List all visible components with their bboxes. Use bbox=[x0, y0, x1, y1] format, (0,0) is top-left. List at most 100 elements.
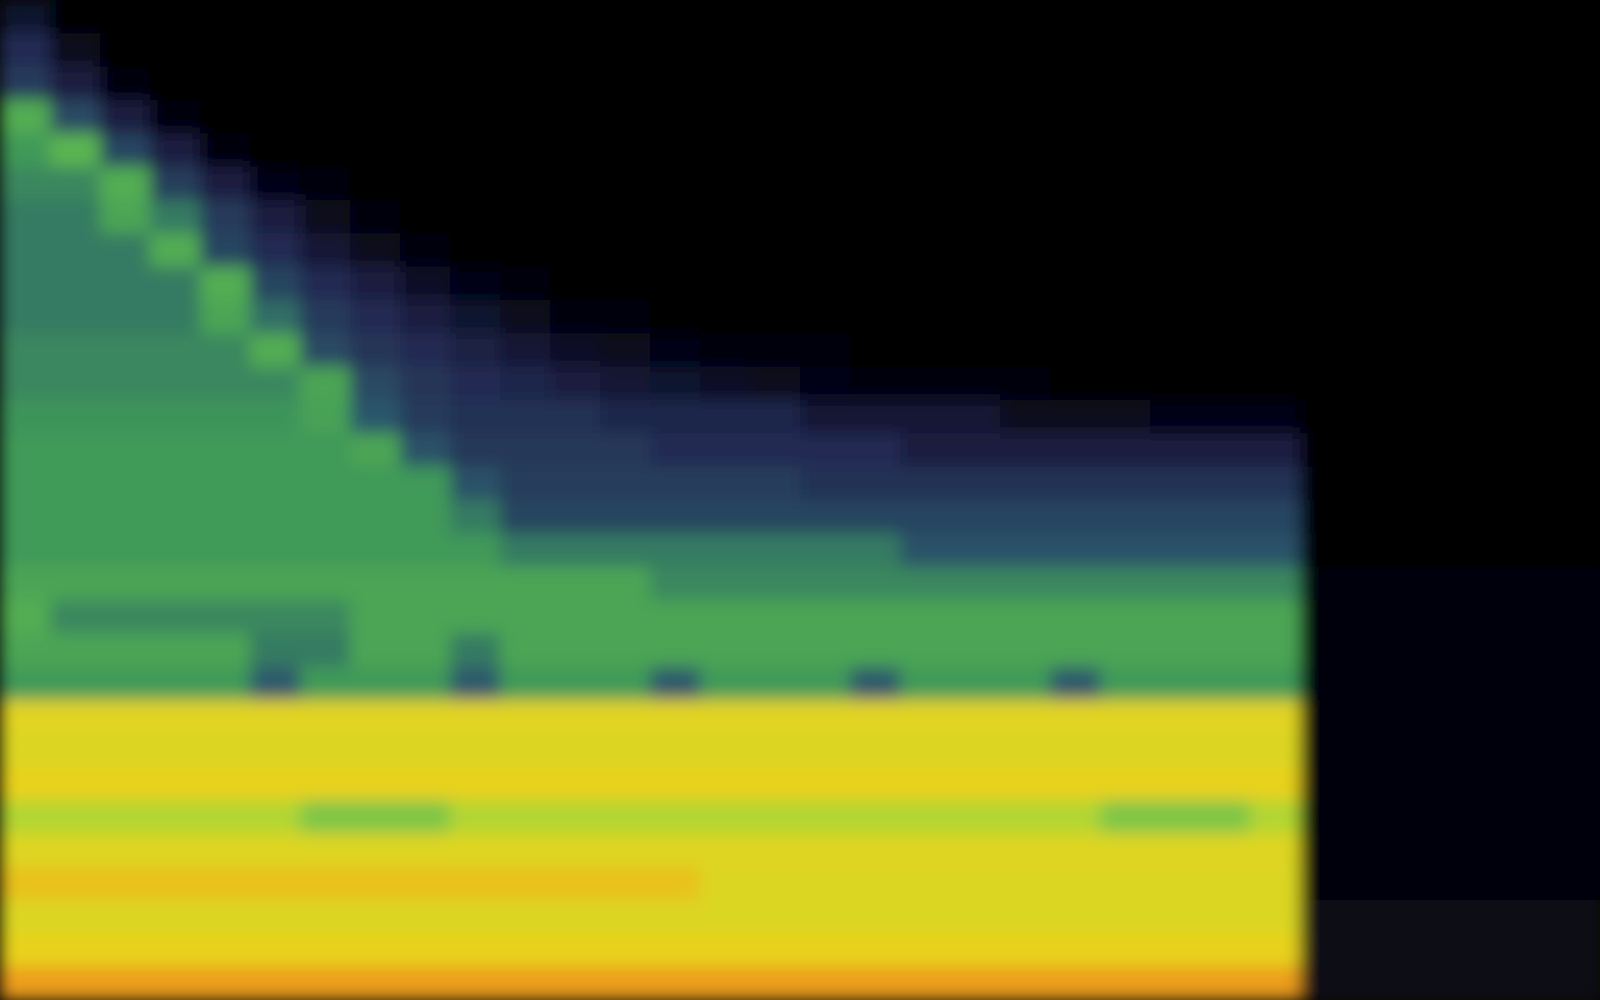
cell bbox=[200, 233, 251, 268]
cell bbox=[850, 666, 901, 701]
cell bbox=[150, 0, 201, 35]
cell bbox=[1150, 33, 1201, 68]
cell bbox=[300, 0, 351, 35]
cell bbox=[550, 533, 601, 568]
cell bbox=[1050, 533, 1101, 568]
cell bbox=[1550, 866, 1600, 901]
cell bbox=[1550, 0, 1600, 35]
cell bbox=[300, 733, 351, 768]
cell bbox=[1550, 766, 1600, 801]
cell bbox=[150, 533, 201, 568]
cell bbox=[700, 666, 751, 701]
cell bbox=[50, 0, 101, 35]
cell bbox=[1250, 333, 1301, 368]
cell bbox=[300, 866, 351, 901]
cell bbox=[1050, 133, 1101, 168]
cell bbox=[1000, 733, 1051, 768]
cell bbox=[650, 33, 701, 68]
cell bbox=[800, 100, 851, 135]
cell bbox=[550, 700, 601, 735]
cell bbox=[1050, 866, 1101, 901]
cell bbox=[550, 633, 601, 668]
cell bbox=[150, 733, 201, 768]
cell bbox=[750, 166, 801, 201]
cell bbox=[1550, 433, 1600, 468]
cell bbox=[150, 866, 201, 901]
cell bbox=[100, 100, 151, 135]
cell bbox=[950, 533, 1001, 568]
cell bbox=[1200, 100, 1251, 135]
cell bbox=[700, 766, 751, 801]
cell bbox=[1550, 466, 1600, 501]
cell bbox=[1450, 233, 1501, 268]
cell bbox=[850, 200, 901, 235]
cell bbox=[900, 666, 951, 701]
cell bbox=[900, 533, 951, 568]
cell bbox=[450, 266, 501, 301]
cell bbox=[1550, 833, 1600, 868]
cell bbox=[1250, 300, 1301, 335]
cell bbox=[550, 566, 601, 601]
cell bbox=[1350, 366, 1401, 401]
cell bbox=[200, 333, 251, 368]
cell bbox=[1150, 500, 1201, 535]
cell bbox=[400, 666, 451, 701]
cell bbox=[1350, 133, 1401, 168]
cell bbox=[0, 200, 51, 235]
cell bbox=[1150, 733, 1201, 768]
cell bbox=[700, 233, 751, 268]
cell bbox=[350, 33, 401, 68]
cell bbox=[1200, 600, 1251, 635]
cell bbox=[1400, 666, 1451, 701]
cell bbox=[850, 333, 901, 368]
cell bbox=[450, 366, 501, 401]
cell bbox=[1100, 366, 1151, 401]
cell bbox=[1100, 600, 1151, 635]
cell bbox=[900, 66, 951, 101]
cell bbox=[600, 633, 651, 668]
cell bbox=[1350, 633, 1401, 668]
cell bbox=[150, 900, 201, 935]
cell bbox=[0, 633, 51, 668]
cell bbox=[1250, 633, 1301, 668]
cell bbox=[950, 466, 1001, 501]
cell bbox=[100, 833, 151, 868]
cell bbox=[1100, 300, 1151, 335]
cell bbox=[450, 866, 501, 901]
cell bbox=[300, 966, 351, 1000]
cell bbox=[1150, 366, 1201, 401]
cell bbox=[1150, 566, 1201, 601]
cell bbox=[300, 833, 351, 868]
cell bbox=[1400, 200, 1451, 235]
cell bbox=[1400, 0, 1451, 35]
cell bbox=[150, 133, 201, 168]
cell bbox=[400, 433, 451, 468]
cell bbox=[600, 466, 651, 501]
cell bbox=[1050, 300, 1101, 335]
cell bbox=[400, 566, 451, 601]
cell bbox=[800, 366, 851, 401]
cell bbox=[100, 366, 151, 401]
cell bbox=[1300, 633, 1351, 668]
cell bbox=[400, 266, 451, 301]
cell bbox=[1000, 166, 1051, 201]
cell bbox=[0, 400, 51, 435]
cell bbox=[1250, 233, 1301, 268]
cell bbox=[100, 533, 151, 568]
cell bbox=[1200, 366, 1251, 401]
cell bbox=[800, 666, 851, 701]
cell bbox=[950, 933, 1001, 968]
cell bbox=[450, 500, 501, 535]
cell bbox=[900, 33, 951, 68]
cell bbox=[1050, 0, 1101, 35]
cell bbox=[1350, 933, 1401, 968]
cell bbox=[500, 300, 551, 335]
cell bbox=[250, 533, 301, 568]
cell bbox=[750, 66, 801, 101]
cell bbox=[750, 566, 801, 601]
cell bbox=[500, 400, 551, 435]
cell bbox=[150, 266, 201, 301]
cell bbox=[1000, 366, 1051, 401]
cell bbox=[400, 700, 451, 735]
cell bbox=[1450, 400, 1501, 435]
